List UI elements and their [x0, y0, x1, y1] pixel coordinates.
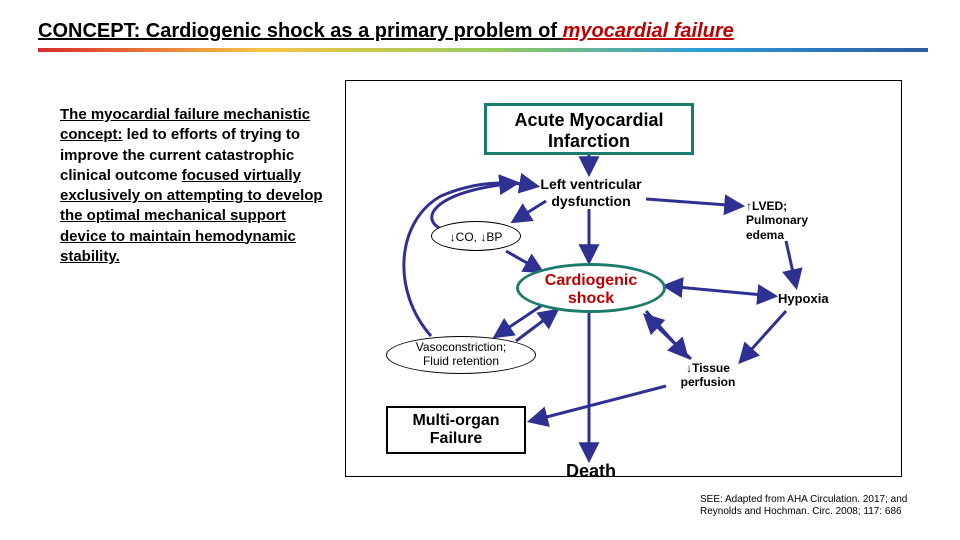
flow-diagram: Acute Myocardial Infarction Left ventric…	[345, 80, 902, 477]
node-hypoxia: Hypoxia	[778, 291, 848, 306]
node-multi-organ-failure: Multi-organ Failure	[386, 406, 526, 454]
node-ami: Acute Myocardial Infarction	[484, 103, 694, 155]
node-vasoconstriction: Vasoconstriction; Fluid retention	[386, 336, 536, 374]
node-lved: ↑LVED; Pulmonary edema	[746, 199, 846, 242]
title-prefix: CONCEPT: Cardiogenic shock as a primary …	[38, 20, 563, 42]
node-co-bp: ↓CO, ↓BP	[431, 221, 521, 251]
node-lvd: Left ventricular dysfunction	[521, 176, 661, 210]
node-cardiogenic-shock: Cardiogenic shock	[516, 263, 666, 313]
page-title: CONCEPT: Cardiogenic shock as a primary …	[38, 20, 734, 43]
concept-paragraph: The myocardial failure mechanistic conce…	[60, 105, 325, 267]
title-emphasis: myocardial failure	[563, 20, 734, 42]
citation-text: SEE: Adapted from AHA Circulation. 2017;…	[700, 494, 940, 518]
node-death: Death	[566, 461, 646, 482]
title-rule	[38, 48, 928, 54]
node-tissue-perfusion: ↓Tissue perfusion	[668, 361, 748, 390]
